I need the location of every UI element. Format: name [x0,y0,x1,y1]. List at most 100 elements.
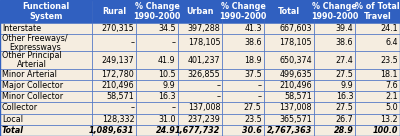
Bar [264,91,314,102]
Text: 30.6: 30.6 [242,126,262,135]
Bar [92,34,136,52]
Bar [264,114,314,125]
Bar [222,80,264,91]
Text: % Change
1990-2000: % Change 1990-2000 [219,2,267,21]
Bar [136,91,178,102]
Text: 16.3: 16.3 [158,92,176,101]
Text: 178,105: 178,105 [279,38,312,47]
Bar [136,114,178,125]
Bar [264,34,314,52]
Bar [222,91,264,102]
Bar [314,102,355,114]
Bar [355,0,400,23]
Text: 37.5: 37.5 [244,70,262,79]
Text: 38.6: 38.6 [244,38,262,47]
Bar [136,125,178,136]
Text: 23.5: 23.5 [244,115,262,124]
Text: 650,374: 650,374 [279,56,312,65]
Text: 9.9: 9.9 [340,81,353,90]
Bar [355,34,400,52]
Text: 270,315: 270,315 [102,24,134,33]
Text: 39.4: 39.4 [336,24,353,33]
Bar [314,91,355,102]
Text: 100.0: 100.0 [372,126,398,135]
Bar [314,52,355,69]
Bar [314,0,355,23]
Text: Interstate: Interstate [2,24,41,33]
Bar [314,114,355,125]
Bar [0,23,92,34]
Text: Other Principal
Arterial: Other Principal Arterial [2,51,62,69]
Bar [355,91,400,102]
Bar [355,23,400,34]
Text: 18.9: 18.9 [244,56,262,65]
Bar [355,102,400,114]
Text: 58,571: 58,571 [284,92,312,101]
Text: 24.1: 24.1 [380,24,398,33]
Bar [264,102,314,114]
Text: 27.5: 27.5 [336,70,353,79]
Bar [264,52,314,69]
Bar [222,34,264,52]
Text: 13.2: 13.2 [380,115,398,124]
Text: 178,105: 178,105 [188,38,220,47]
Text: –: – [130,103,134,112]
Bar [0,80,92,91]
Text: % of Total
Travel: % of Total Travel [355,2,400,21]
Bar [178,23,222,34]
Text: 210,496: 210,496 [102,81,134,90]
Bar [178,0,222,23]
Bar [136,102,178,114]
Text: Total: Total [2,126,24,135]
Text: 16.3: 16.3 [336,92,353,101]
Bar [355,69,400,80]
Bar [136,80,178,91]
Bar [264,0,314,23]
Bar [222,52,264,69]
Text: 18.1: 18.1 [380,70,398,79]
Text: 249,137: 249,137 [102,56,134,65]
Bar [0,0,92,23]
Bar [92,0,136,23]
Text: 23.5: 23.5 [380,56,398,65]
Bar [355,80,400,91]
Text: 41.3: 41.3 [244,24,262,33]
Text: Local: Local [2,115,23,124]
Bar [92,114,136,125]
Text: 499,635: 499,635 [279,70,312,79]
Text: Total: Total [278,7,300,16]
Text: 27.4: 27.4 [336,56,353,65]
Text: Minor Collector: Minor Collector [2,92,63,101]
Bar [136,69,178,80]
Text: Collector: Collector [2,103,38,112]
Text: Urban: Urban [186,7,214,16]
Bar [264,23,314,34]
Text: Rural: Rural [102,7,126,16]
Bar [355,114,400,125]
Text: –: – [216,81,220,90]
Text: % Change
1990-2000: % Change 1990-2000 [311,2,358,21]
Bar [92,52,136,69]
Text: 237,239: 237,239 [188,115,220,124]
Bar [0,69,92,80]
Text: 210,496: 210,496 [279,81,312,90]
Text: 401,237: 401,237 [188,56,220,65]
Bar [222,0,264,23]
Text: 10.5: 10.5 [158,70,176,79]
Bar [314,80,355,91]
Text: 41.9: 41.9 [158,56,176,65]
Bar [178,52,222,69]
Bar [178,69,222,80]
Bar [355,52,400,69]
Bar [314,69,355,80]
Bar [314,125,355,136]
Text: Functional
System: Functional System [22,2,70,21]
Text: 6.4: 6.4 [386,38,398,47]
Text: 397,288: 397,288 [188,24,220,33]
Text: 5.0: 5.0 [385,103,398,112]
Bar [0,34,92,52]
Text: 9.9: 9.9 [163,81,176,90]
Bar [0,125,92,136]
Text: 667,603: 667,603 [280,24,312,33]
Bar [178,125,222,136]
